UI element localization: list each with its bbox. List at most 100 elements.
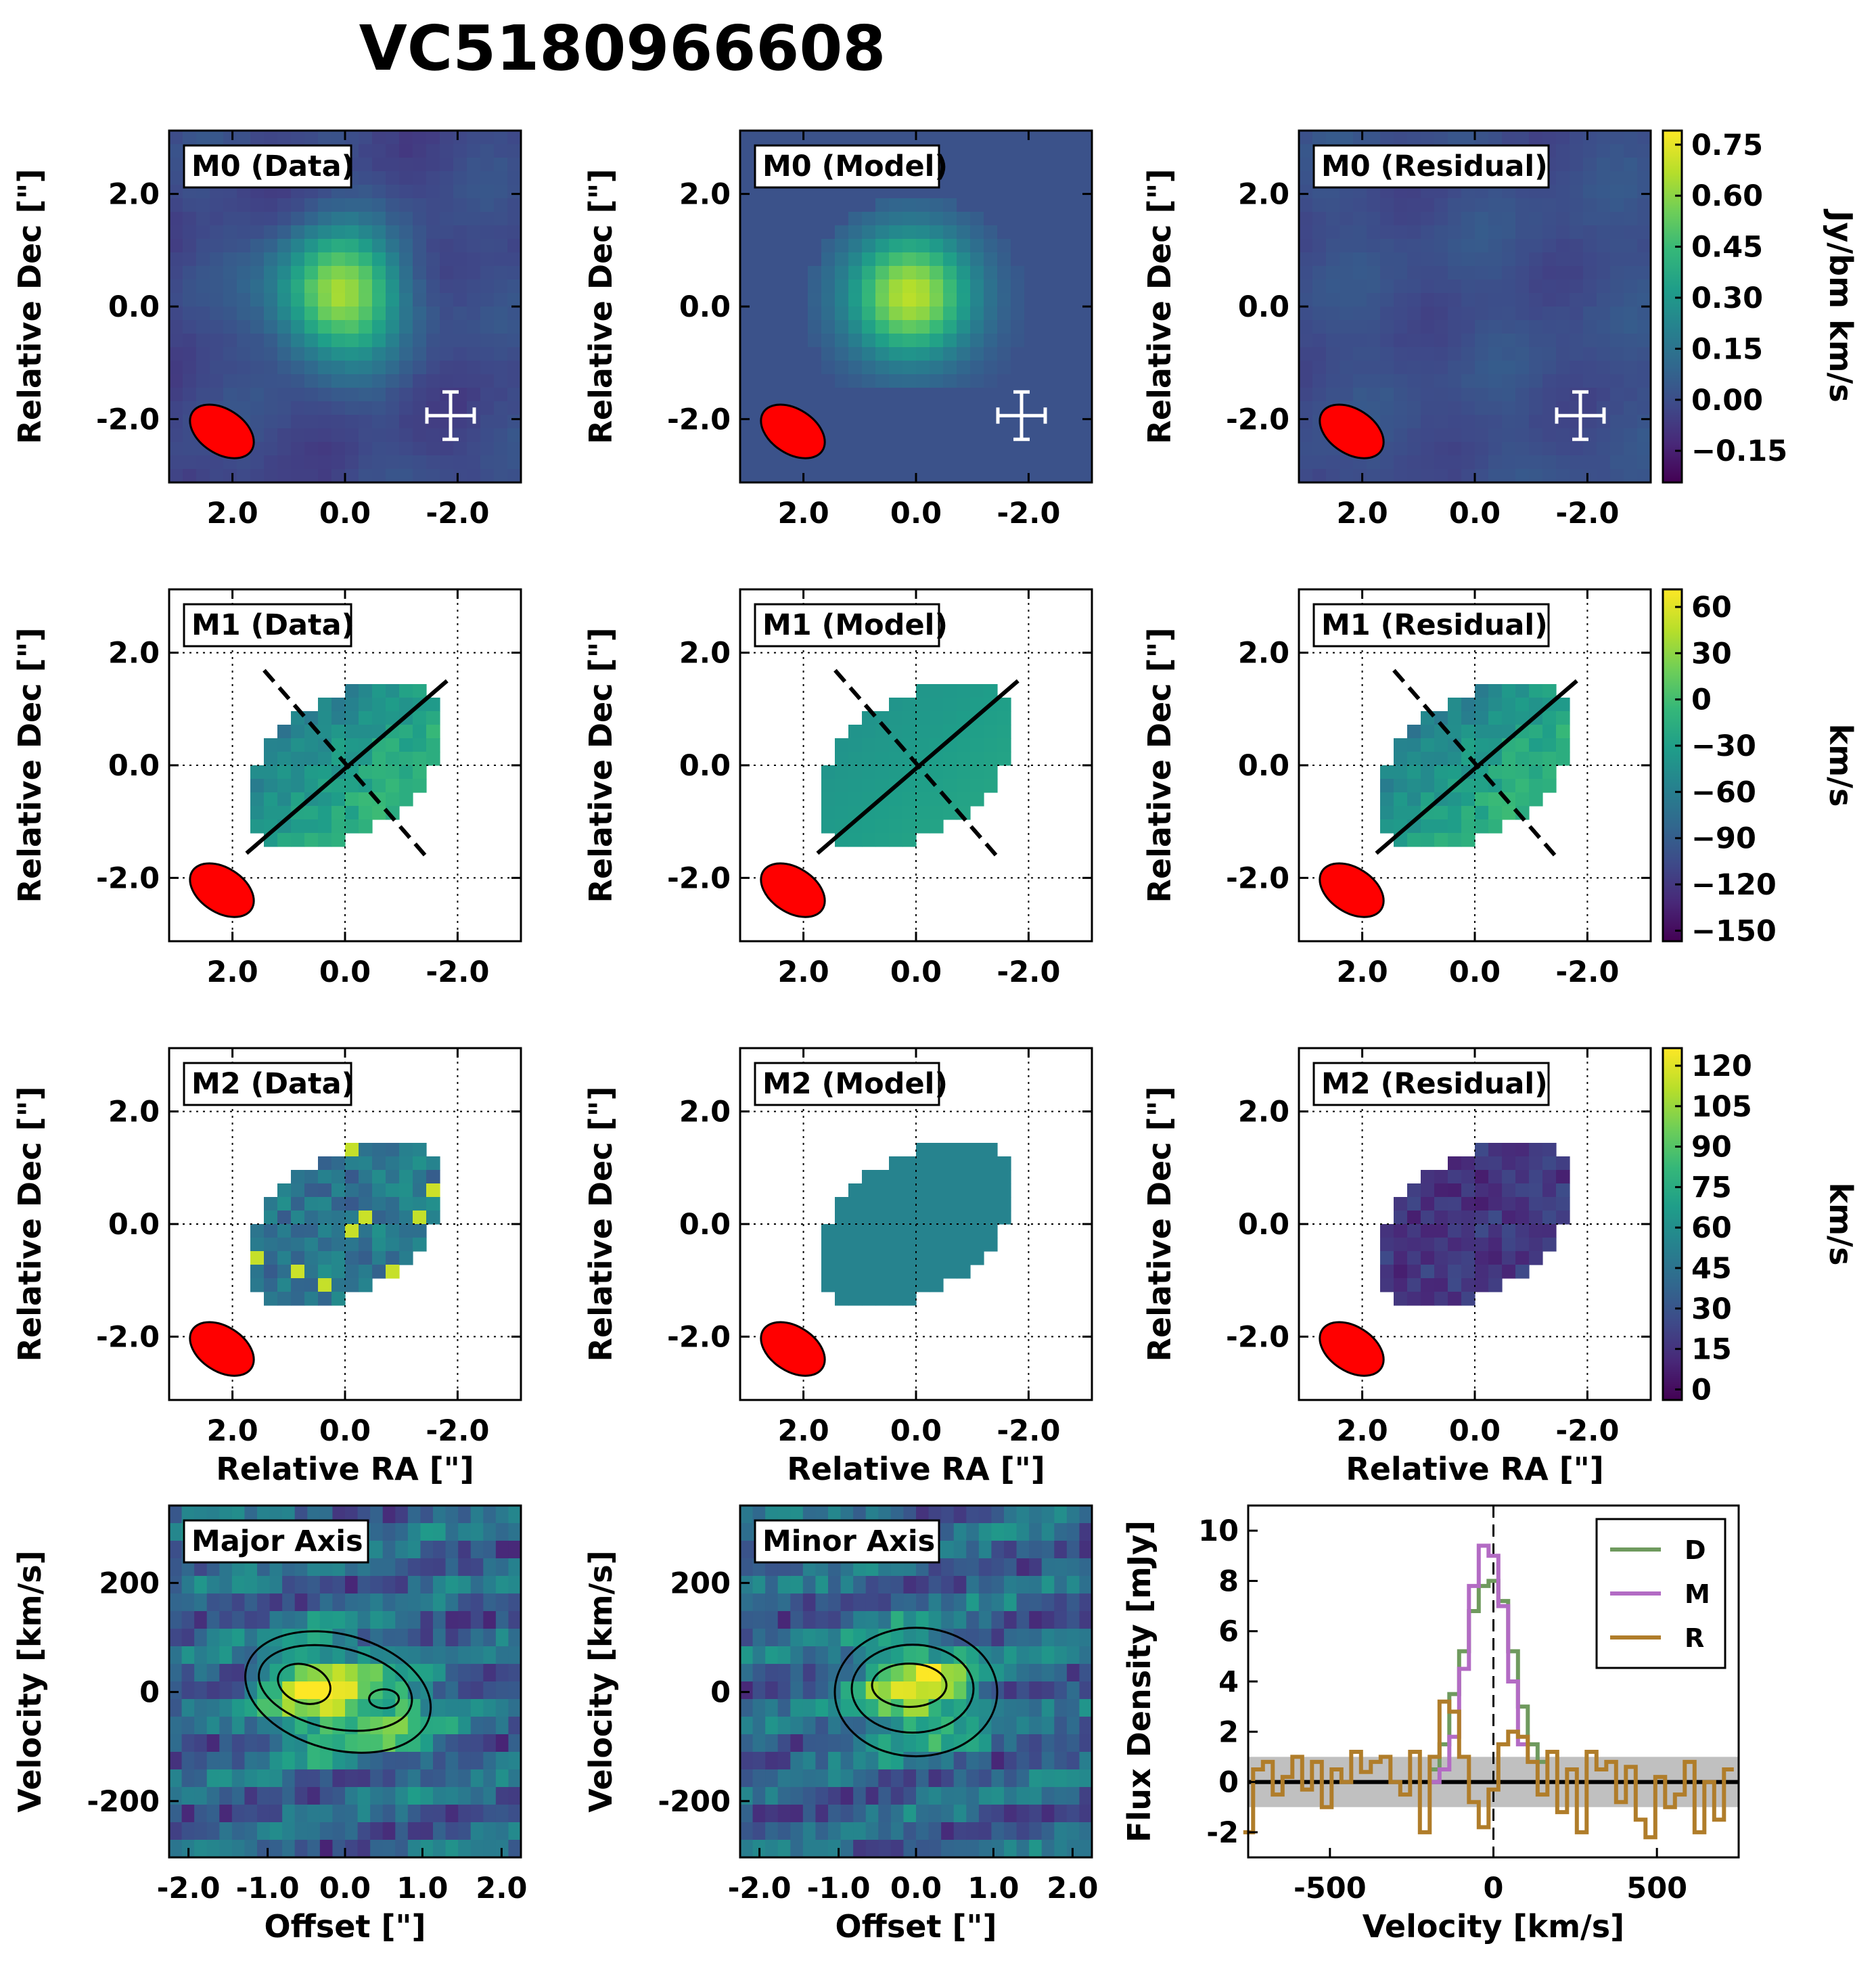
pv-pixel xyxy=(332,1611,346,1629)
map-pixel xyxy=(1434,1197,1448,1211)
pv-pixel xyxy=(445,1752,459,1770)
map-pixel xyxy=(1326,279,1340,294)
map-pixel xyxy=(386,361,400,375)
pv-pixel xyxy=(740,1805,754,1823)
map-pixel xyxy=(1461,806,1475,820)
map-pixel xyxy=(1529,1211,1543,1225)
map-pixel xyxy=(1448,455,1462,470)
y-tick-label: -2.0 xyxy=(96,403,160,436)
colorbar-tick-label: 60 xyxy=(1691,1211,1732,1245)
pv-pixel xyxy=(840,1611,854,1629)
map-pixel xyxy=(970,1238,984,1252)
colorbar-tick-label: 0.45 xyxy=(1691,231,1763,265)
map-pixel xyxy=(1051,293,1066,307)
map-pixel xyxy=(183,212,197,226)
y-tick-label: -2.0 xyxy=(1226,1320,1289,1354)
map-pixel xyxy=(808,212,822,226)
map-pixel xyxy=(304,738,319,752)
pv-pixel xyxy=(740,1646,754,1665)
map-pixel xyxy=(808,320,822,334)
map-pixel xyxy=(1475,401,1489,415)
x-tick-label: 0.0 xyxy=(319,497,371,530)
pv-pixel xyxy=(865,1840,879,1858)
map-pixel xyxy=(426,320,440,334)
pv-pixel xyxy=(294,1664,308,1682)
map-pixel xyxy=(916,711,930,725)
pv-pixel xyxy=(978,1840,992,1858)
map-pixel xyxy=(930,198,944,212)
beam-ellipse xyxy=(189,862,255,918)
x-tick-label: -2.0 xyxy=(1555,497,1619,530)
pv-pixel xyxy=(790,1681,804,1700)
map-pixel xyxy=(494,361,508,375)
map-pixel xyxy=(1299,428,1313,443)
map-pixel xyxy=(426,725,440,739)
map-pixel xyxy=(1299,415,1313,429)
map-pixel xyxy=(494,198,508,212)
pv-pixel xyxy=(1054,1506,1068,1524)
x-tick-label: 2.0 xyxy=(207,497,258,530)
map-pixel xyxy=(1583,334,1597,348)
map-pixel xyxy=(440,225,454,240)
map-pixel xyxy=(889,1224,903,1238)
pv-pixel xyxy=(740,1787,754,1805)
pv-pixel xyxy=(319,1840,334,1858)
map-pixel xyxy=(250,266,265,280)
pv-pixel xyxy=(890,1699,905,1717)
pv-pixel xyxy=(802,1681,817,1700)
map-pixel xyxy=(372,752,386,766)
map-pixel xyxy=(1556,144,1570,158)
map-pixel xyxy=(1610,320,1624,334)
map-pixel xyxy=(304,374,319,388)
map-pixel xyxy=(399,684,413,698)
map-pixel xyxy=(413,1238,427,1252)
map-pixel xyxy=(902,442,917,456)
map-pixel xyxy=(889,1197,903,1211)
pv-pixel xyxy=(357,1593,371,1612)
pv-pixel xyxy=(1004,1541,1017,1559)
pv-pixel xyxy=(470,1629,484,1647)
map-pixel xyxy=(740,293,754,307)
map-pixel xyxy=(997,307,1011,321)
pv-pixel xyxy=(169,1769,183,1788)
map-pixel xyxy=(984,1224,998,1238)
map-pixel xyxy=(1610,455,1624,470)
map-pixel xyxy=(237,455,251,470)
map-pixel xyxy=(1407,1238,1421,1252)
map-pixel xyxy=(1502,684,1516,698)
pv-pixel xyxy=(470,1681,484,1700)
pv-pixel xyxy=(941,1593,955,1612)
map-pixel xyxy=(1024,374,1038,388)
map-pixel xyxy=(781,347,795,361)
map-pixel xyxy=(467,455,481,470)
pv-pixel xyxy=(470,1699,484,1717)
map-pixel xyxy=(1421,1251,1435,1265)
map-pixel xyxy=(1637,455,1651,470)
map-pixel xyxy=(1024,266,1038,280)
map-pixel xyxy=(1051,239,1066,253)
map-pixel xyxy=(1624,428,1638,443)
map-pixel xyxy=(372,1143,386,1157)
map-pixel xyxy=(889,361,903,375)
map-pixel xyxy=(372,1183,386,1198)
pv-pixel xyxy=(878,1681,892,1700)
map-pixel xyxy=(304,1170,319,1184)
map-pixel xyxy=(1326,334,1340,348)
pv-pixel xyxy=(802,1593,817,1612)
map-pixel xyxy=(767,374,781,388)
pv-pixel xyxy=(765,1734,779,1753)
map-pixel xyxy=(1475,1251,1489,1265)
pv-pixel xyxy=(282,1576,296,1594)
map-pixel xyxy=(291,131,305,145)
map-pixel xyxy=(304,131,319,145)
map-pixel xyxy=(386,279,400,294)
map-pixel xyxy=(1299,442,1313,456)
map-pixel xyxy=(875,361,890,375)
map-pixel xyxy=(821,347,836,361)
map-pixel xyxy=(1461,711,1475,725)
pv-pixel xyxy=(1016,1787,1030,1805)
map-pixel xyxy=(1461,833,1475,847)
map-pixel xyxy=(1488,1143,1503,1157)
map-pixel xyxy=(943,225,957,240)
map-pixel xyxy=(916,1251,930,1265)
